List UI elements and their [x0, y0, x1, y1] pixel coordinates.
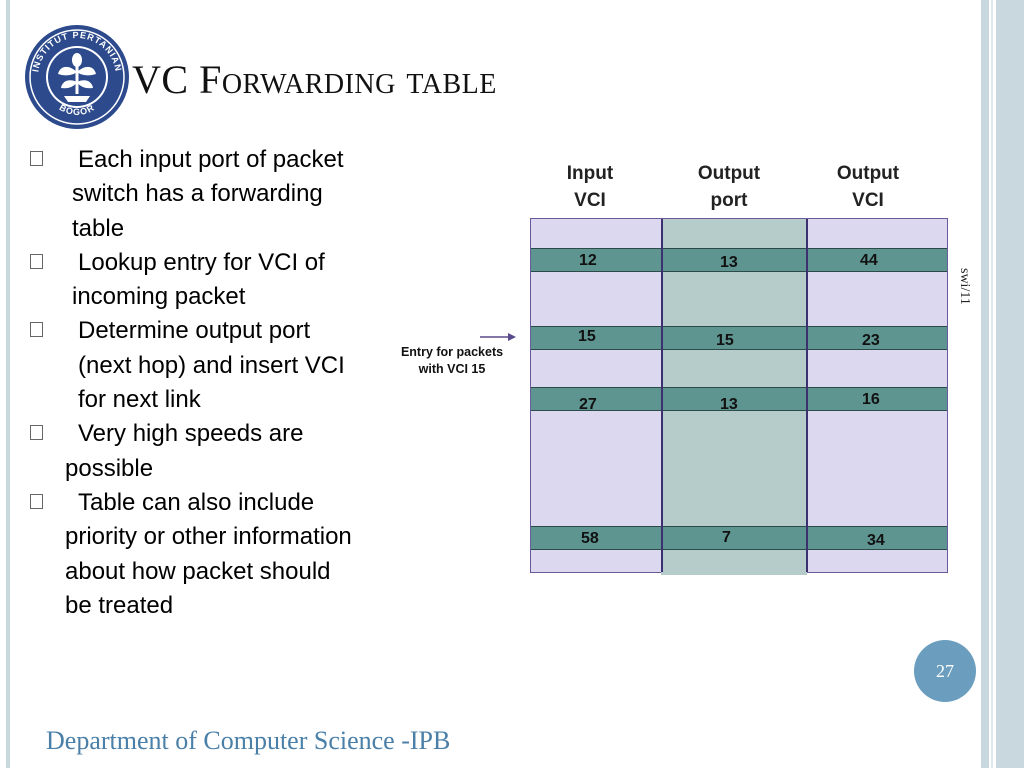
cell-output-vci: 34	[867, 532, 885, 549]
bullet-line: Table can also include	[78, 488, 315, 516]
bullet-item: Each input port of packet switch has a f…	[30, 143, 420, 246]
bullet-line: incoming packet	[72, 283, 246, 311]
bullet-item: Very high speeds are possible	[30, 417, 420, 486]
bullet-item: Lookup entry for VCI of incoming packet	[30, 246, 420, 315]
cell-input-vci: 58	[581, 530, 599, 547]
bullet-square-icon	[30, 253, 43, 269]
cell-output-port: 13	[720, 396, 738, 413]
table-row: 27 13 16	[531, 387, 947, 413]
university-seal-icon: INSTITUT PERTANIAN BOGOR	[25, 25, 129, 129]
bullet-item: Determine output port (next hop) and ins…	[30, 314, 420, 417]
cell-input-vci: 27	[579, 396, 597, 413]
page-number: 27	[936, 660, 954, 681]
bullet-line: switch has a forwarding	[72, 180, 323, 208]
column-divider	[806, 219, 808, 572]
output-port-column-extension	[661, 572, 807, 575]
column-header-input-vci: Input VCI	[540, 160, 640, 214]
bullet-line: Very high speeds are	[78, 420, 304, 448]
cell-output-vci: 16	[862, 391, 880, 408]
page-number-badge: 27	[914, 640, 976, 702]
column-header-line: Input	[566, 163, 614, 184]
entry-annotation-line: with VCI 15	[418, 362, 486, 376]
bullet-square-icon	[30, 151, 43, 166]
right-decorative-line	[991, 0, 993, 768]
bullet-line: Each input port of packet	[78, 146, 344, 173]
bullet-item: Table can also include priority or other…	[30, 486, 420, 623]
logo-ring-text-bottom: BOGOR	[58, 102, 97, 117]
bullet-line: priority or other information	[65, 523, 352, 551]
bullet-square-icon	[30, 493, 43, 509]
right-decorative-band	[996, 0, 1024, 768]
side-note: swi/11	[957, 268, 972, 305]
bullet-line: possible	[65, 454, 154, 482]
table-row: 58 7 34	[531, 526, 947, 550]
entry-annotation: Entry for packets with VCI 15	[388, 344, 516, 378]
bullet-line: for next link	[78, 386, 201, 414]
right-decorative-stripe	[981, 0, 989, 768]
column-header-line: VCI	[574, 190, 606, 211]
bullet-square-icon	[30, 425, 43, 441]
cell-output-vci: 44	[860, 252, 878, 269]
bullet-line: (next hop) and insert VCI	[78, 351, 345, 379]
cell-input-vci: 12	[579, 252, 597, 269]
vc-forwarding-table: 12 13 44 15 15 23 27 13 16 58 7 34	[530, 218, 948, 573]
cell-output-vci: 23	[862, 332, 880, 349]
column-header-output-port: Output port	[679, 160, 779, 214]
column-header-line: port	[710, 190, 748, 211]
column-header-line: Output	[697, 163, 761, 184]
bullet-square-icon	[30, 322, 43, 338]
column-divider	[661, 219, 663, 572]
bullet-line: Determine output port	[78, 317, 311, 345]
cell-output-port: 13	[720, 254, 738, 271]
bullet-line: table	[72, 214, 125, 242]
left-decorative-stripe	[6, 0, 10, 768]
column-header-line: Output	[836, 163, 900, 184]
table-row: 15 15 23	[531, 326, 947, 350]
cell-input-vci: 15	[578, 328, 596, 345]
bullet-line: about how packet should	[65, 557, 331, 585]
bullet-list: Each input port of packet switch has a f…	[30, 143, 420, 623]
bullet-line: be treated	[65, 591, 174, 619]
table-row: 12 13 44	[531, 248, 947, 272]
slide-title: VC Forwarding table	[132, 57, 497, 102]
cell-output-port: 15	[716, 332, 734, 349]
column-header-output-vci: Output VCI	[818, 160, 918, 214]
entry-annotation-line: Entry for packets	[400, 345, 504, 359]
bullet-line: Lookup entry for VCI of	[78, 248, 325, 276]
column-header-line: VCI	[852, 190, 884, 211]
arrow-right-icon	[480, 333, 516, 341]
cell-output-port: 7	[722, 529, 731, 546]
footer-text: Department of Computer Science -IPB	[46, 726, 451, 755]
